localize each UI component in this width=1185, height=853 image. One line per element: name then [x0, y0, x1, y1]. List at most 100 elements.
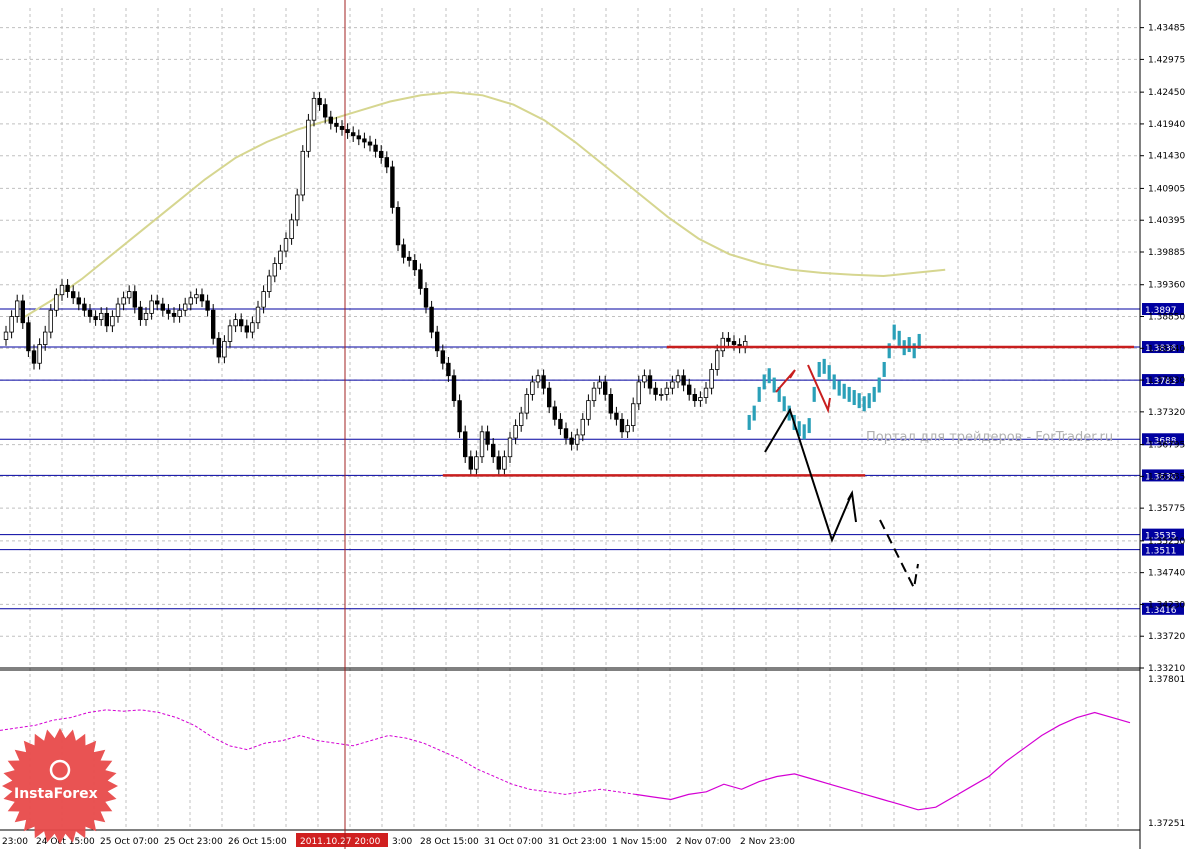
forecast-bar	[822, 358, 826, 374]
candle-body	[524, 394, 529, 414]
time-tick-label: 24 Oct 15:00	[36, 837, 95, 847]
forecast-bar	[772, 377, 776, 393]
candle-body	[210, 309, 216, 339]
overlay-layer: Портал для трейдеров - ForTrader.ru Insta…	[2, 0, 1134, 849]
candle-body	[575, 434, 580, 445]
candle-body	[294, 194, 300, 221]
time-cursor-label: 2011.10.27 20:00	[300, 837, 381, 847]
candle-body	[608, 394, 613, 414]
candle-body	[558, 418, 563, 430]
candle-body	[244, 325, 249, 333]
oscillator-line-history	[0, 709, 636, 795]
candle-body	[530, 381, 535, 395]
time-tick-label: 2 Nov 23:00	[740, 837, 795, 847]
candle-body	[356, 135, 361, 140]
candle-body	[255, 306, 261, 324]
logo-emblem-icon	[49, 759, 71, 781]
instaforex-logo: InstaForex	[2, 728, 118, 844]
candle-body	[194, 294, 199, 299]
candle-body	[54, 294, 59, 311]
candle-body	[367, 141, 373, 146]
forecast-bar	[797, 421, 801, 437]
candle-body	[182, 303, 188, 311]
candle-body	[3, 331, 9, 340]
candle-body	[48, 309, 53, 333]
level-label: 1.3535	[1145, 532, 1177, 542]
candle-body	[378, 150, 384, 158]
price-tick-label: 1.42975	[1148, 55, 1185, 65]
candle-body	[373, 144, 378, 152]
candle-body	[502, 456, 507, 470]
candle-body	[99, 312, 104, 321]
price-tick-label: 1.41430	[1148, 152, 1185, 162]
candle-body	[143, 312, 149, 321]
time-cursor-label-bg	[296, 833, 388, 847]
forecast-bar	[842, 383, 846, 399]
candle-body	[306, 119, 311, 152]
price-tick-label: 1.38340	[1148, 344, 1185, 354]
candle-body	[507, 437, 513, 458]
level-label-bg	[1142, 341, 1184, 354]
candle-body	[726, 337, 731, 342]
candle-body	[278, 250, 283, 264]
candle-body	[300, 150, 305, 196]
candle-body	[104, 312, 109, 327]
candle-body	[541, 375, 546, 389]
candle-body	[322, 104, 328, 118]
candle-body	[20, 300, 25, 324]
candle-body	[490, 443, 496, 458]
forecast-bar	[882, 361, 886, 377]
price-tick-label: 1.41940	[1148, 120, 1185, 130]
candle-body	[625, 425, 630, 433]
forecast-bar	[817, 361, 821, 377]
level-label-bg	[1142, 433, 1184, 446]
forecast-bar	[862, 396, 866, 412]
time-tick-label: 31 Oct 23:00	[548, 837, 607, 847]
forecast-bar	[857, 393, 861, 409]
forecast-bar	[837, 380, 841, 396]
candle-body	[586, 400, 591, 420]
candle-body	[339, 126, 345, 130]
candle-body	[132, 291, 137, 308]
candle-body	[681, 375, 686, 386]
forecast-bar	[832, 374, 836, 390]
candle-body	[115, 303, 121, 317]
candle-body	[261, 291, 266, 308]
price-tick-label: 1.39360	[1148, 281, 1185, 291]
level-label-bg	[1142, 543, 1184, 556]
candle-body	[703, 387, 709, 398]
price-tick-label: 1.34230	[1148, 600, 1185, 610]
level-label: 1.3783	[1145, 377, 1177, 387]
candle-body	[188, 297, 193, 305]
candle-body	[227, 325, 233, 342]
candle-body	[14, 300, 20, 317]
candle-body	[199, 294, 205, 302]
candle-body	[451, 375, 457, 402]
forecast-bar	[907, 337, 911, 353]
candle-body	[384, 157, 389, 168]
candle-body	[390, 166, 395, 208]
candle-body	[462, 431, 468, 458]
candle-body	[603, 381, 608, 395]
candle-body	[266, 275, 272, 292]
candle-body	[121, 297, 126, 305]
red-arrow-up	[775, 369, 796, 393]
candle-body	[406, 256, 412, 261]
forecast-bar	[892, 324, 896, 340]
candle-body	[9, 316, 14, 333]
candle-body	[127, 291, 132, 299]
candle-body	[250, 322, 255, 333]
time-tick-label: 2 Nov 07:00	[676, 837, 731, 847]
candle-body	[642, 375, 647, 383]
candle-body	[59, 284, 65, 296]
price-tick-label: 1.37830	[1148, 376, 1185, 386]
time-tick-label: 25 Oct 07:00	[100, 837, 159, 847]
candle-body	[664, 387, 669, 395]
candle-body	[222, 341, 227, 358]
candle-body	[569, 437, 574, 445]
price-tick-label: 1.43485	[1148, 24, 1185, 34]
price-tick-label: 1.35250	[1148, 537, 1185, 547]
price-tick-label: 1.38850	[1148, 312, 1185, 322]
candles-layer	[3, 92, 748, 476]
